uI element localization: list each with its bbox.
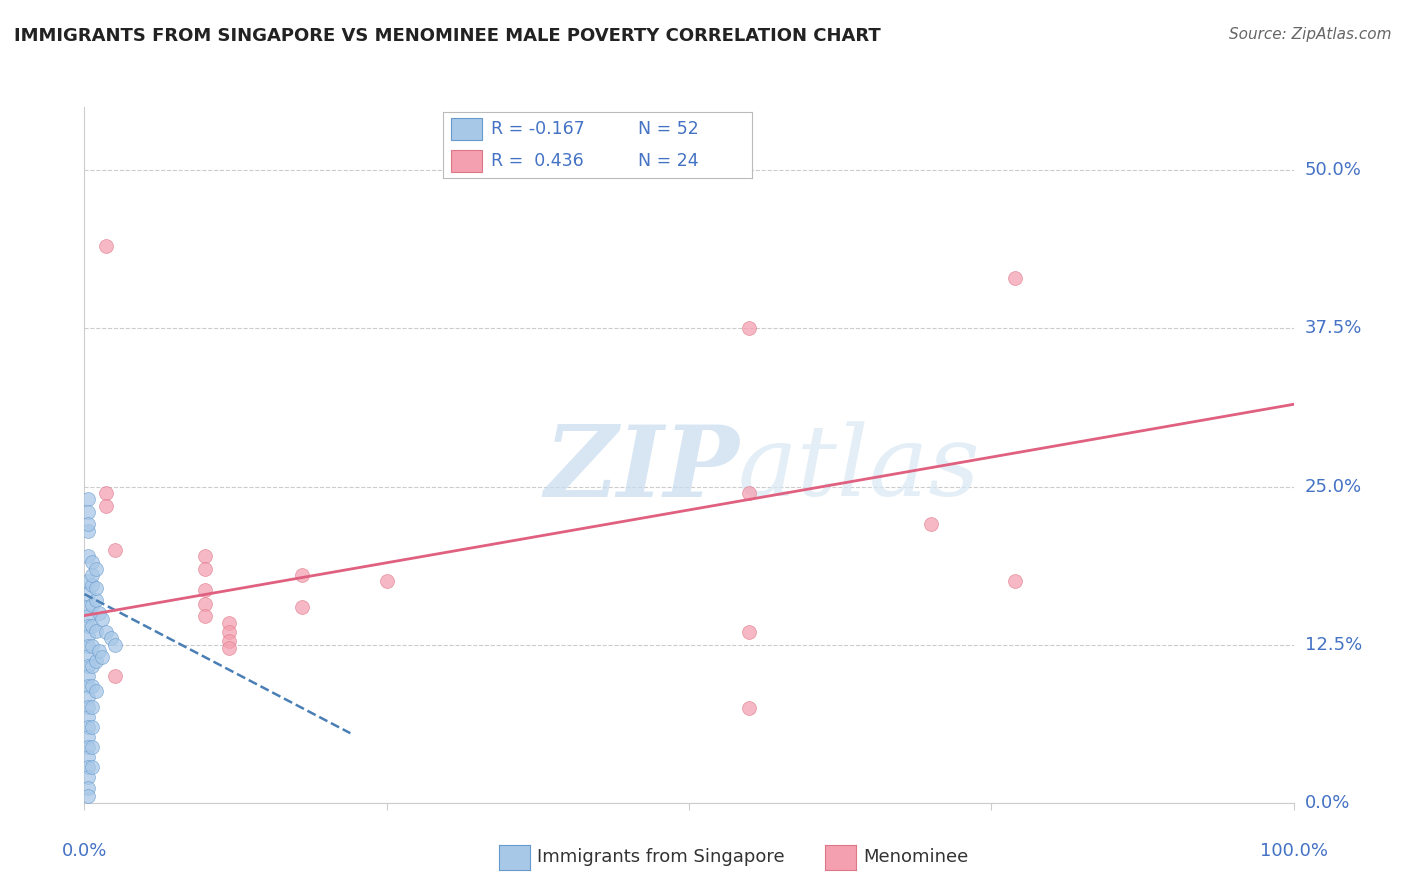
Point [77,690,100,704]
Point [77,771,100,785]
Point [194,583,217,598]
Point [291,568,314,582]
Point [80,760,103,774]
Point [94,239,117,253]
Point [80,680,103,694]
Point [77,517,100,532]
Bar [450,150,481,171]
Point [77,710,100,724]
Bar [450,118,481,139]
Text: Immigrants from Singapore: Immigrants from Singapore [537,848,785,866]
Point [77,524,100,538]
Text: 50.0%: 50.0% [1305,161,1361,179]
Point [77,492,100,507]
Point [104,542,127,557]
Point [86,581,108,595]
Point [80,578,103,592]
Point [80,639,103,653]
Text: R =  0.436: R = 0.436 [491,152,583,169]
Point [87,606,110,620]
Point [738,701,761,715]
Point [77,608,100,623]
Point [86,562,108,576]
Text: N = 24: N = 24 [638,152,699,169]
Text: IMMIGRANTS FROM SINGAPORE VS MENOMINEE MALE POVERTY CORRELATION CHART: IMMIGRANTS FROM SINGAPORE VS MENOMINEE M… [14,27,880,45]
Text: 0.0%: 0.0% [1305,794,1350,812]
Point [77,639,100,653]
Text: 12.5%: 12.5% [1305,636,1362,654]
Text: Source: ZipAtlas.com: Source: ZipAtlas.com [1229,27,1392,42]
Point [86,684,108,698]
Point [1004,574,1026,589]
Point [77,780,100,795]
Point [194,597,217,611]
Point [77,680,100,694]
Point [738,486,761,500]
Point [104,669,127,683]
Point [77,629,100,643]
Point [80,699,103,714]
Point [920,517,942,532]
Point [194,549,217,563]
Text: N = 52: N = 52 [638,120,699,137]
Point [77,669,100,683]
Point [91,612,114,626]
Point [738,625,761,640]
Text: 0.0%: 0.0% [62,842,107,860]
Point [80,720,103,734]
Point [77,740,100,755]
Point [77,699,100,714]
Point [77,549,100,563]
Point [77,599,100,614]
Point [77,659,100,673]
Point [77,720,100,734]
Point [218,633,240,648]
Point [77,789,100,804]
Point [218,625,240,640]
Text: 37.5%: 37.5% [1305,319,1362,337]
Point [80,618,103,632]
Text: Menominee: Menominee [863,848,969,866]
Point [77,505,100,519]
Point [77,587,100,601]
Point [80,556,103,570]
Point [91,650,114,665]
Point [104,638,127,652]
Point [77,750,100,764]
Text: atlas: atlas [737,421,980,516]
Point [94,486,117,500]
Point [86,624,108,638]
Point [375,574,398,589]
Point [87,644,110,658]
Text: ZIP: ZIP [544,421,738,517]
Point [86,654,108,668]
Text: 100.0%: 100.0% [1260,842,1327,860]
Point [1004,270,1026,285]
Point [218,616,240,631]
Point [194,562,217,576]
Point [100,632,122,646]
Point [94,625,117,640]
Point [94,499,117,513]
Point [77,618,100,632]
Point [291,599,314,614]
Point [77,730,100,744]
Point [80,740,103,755]
Point [218,641,240,656]
Point [77,760,100,774]
Point [738,321,761,335]
Text: R = -0.167: R = -0.167 [491,120,585,137]
Text: 25.0%: 25.0% [1305,477,1362,496]
Point [80,599,103,613]
Point [86,593,108,607]
Point [80,659,103,673]
Point [77,574,100,589]
Point [80,568,103,582]
Point [194,608,217,623]
Point [77,648,100,663]
